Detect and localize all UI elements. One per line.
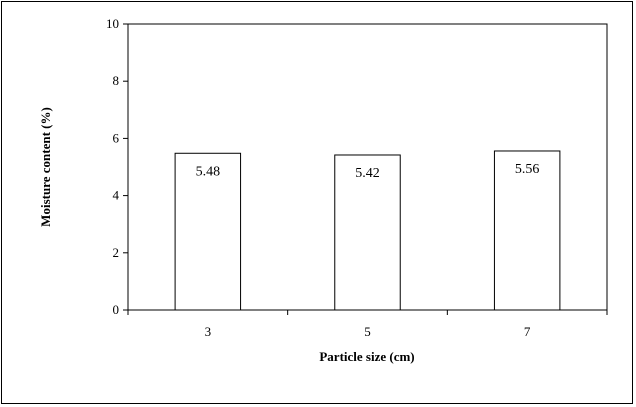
bar [493,150,561,311]
bar [334,154,401,311]
bar-value-label: 5.48 [196,164,221,179]
x-tick-label: 3 [205,324,212,339]
y-tick-label: 2 [113,245,120,260]
bar-value-label: 5.56 [515,162,540,177]
x-tick-label: 7 [524,324,531,339]
x-tick-label: 5 [364,324,371,339]
y-tick-label: 0 [113,302,120,317]
y-axis-title: Moisture content (%) [38,107,53,227]
y-tick-label: 4 [113,188,120,203]
x-axis-ticks: 3 5 7 [127,310,608,339]
bars [174,150,561,311]
y-tick-label: 8 [113,73,120,88]
y-axis-ticks: 0 2 4 6 8 10 [106,16,128,317]
y-tick-label: 10 [106,16,119,31]
bar [174,152,242,311]
y-tick-label: 6 [113,130,120,145]
bar-value-label: 5.42 [355,166,380,181]
value-labels: 5.48 5.42 5.56 [196,162,540,181]
x-axis-title: Particle size (cm) [319,349,414,364]
